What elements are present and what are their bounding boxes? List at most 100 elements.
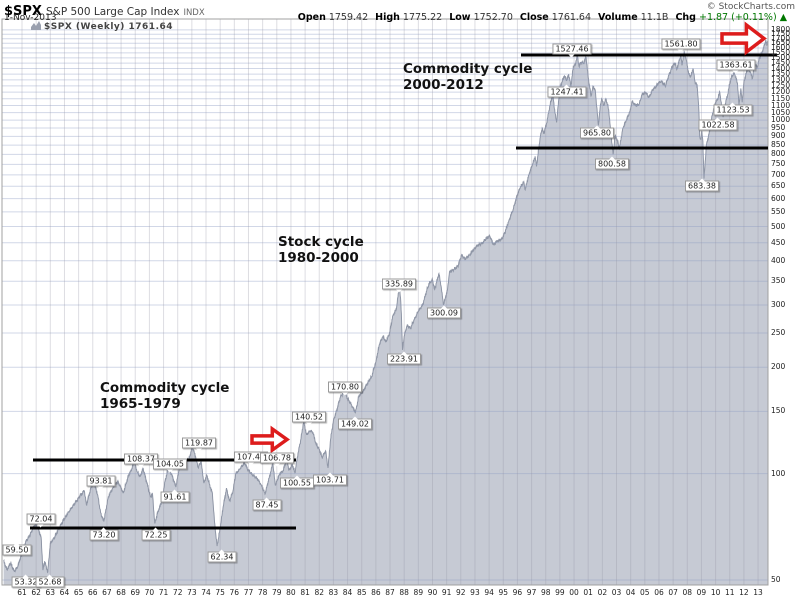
y-axis-label: 550 xyxy=(771,206,786,216)
x-axis-label: 90 xyxy=(427,588,438,597)
price-label: 683.38 xyxy=(685,178,719,192)
quote-field-label: Volume xyxy=(598,12,638,23)
y-axis-label: 800 xyxy=(771,149,786,159)
quote-field-label: Open xyxy=(297,12,326,23)
y-axis-label: 300 xyxy=(771,299,786,309)
y-axis-label: 1500 xyxy=(771,52,791,62)
x-axis-label: 79 xyxy=(272,588,282,597)
quote-field-value: +1.87 (+0.11%) ▲ xyxy=(698,12,787,23)
price-label: 103.71 xyxy=(313,472,347,486)
price-label: 1527.46 xyxy=(552,43,592,57)
area-fill xyxy=(3,33,769,585)
y-axis-label: 100 xyxy=(771,468,786,478)
x-axis-label: 82 xyxy=(314,588,325,597)
x-axis-label: 04 xyxy=(625,588,636,597)
y-axis-label: 1000 xyxy=(771,115,791,125)
y-axis-label: 900 xyxy=(771,131,786,141)
cycle-annotation-line: 1980-2000 xyxy=(278,250,359,266)
x-axis-label: 63 xyxy=(45,588,56,597)
price-label: 106.78 xyxy=(260,452,294,466)
y-axis-label: 950 xyxy=(771,123,786,133)
x-axis-label: 66 xyxy=(87,588,98,597)
x-axis-label: 94 xyxy=(484,588,494,597)
x-axis-label: 09 xyxy=(696,588,707,597)
price-label: 1022.58 xyxy=(698,117,738,131)
x-axis-label: 64 xyxy=(59,588,70,597)
y-axis-label: 1400 xyxy=(771,63,791,73)
y-axis-label: 1750 xyxy=(771,29,791,39)
x-axis-label: 89 xyxy=(413,588,424,597)
x-axis-label: 78 xyxy=(257,588,268,597)
y-axis-label: 1700 xyxy=(771,33,791,43)
price-label: 100.55 xyxy=(280,475,314,489)
x-axis-label: 80 xyxy=(286,588,296,597)
price-label: 72.25 xyxy=(141,527,171,541)
price-label: 300.09 xyxy=(427,305,461,319)
price-label: 73.20 xyxy=(89,527,119,541)
price-label: 1363.61 xyxy=(716,59,756,73)
symbol: $SPX xyxy=(4,4,42,19)
y-axis-label: 250 xyxy=(771,327,786,337)
x-axis-label: 61 xyxy=(17,588,27,597)
x-axis-label: 13 xyxy=(753,588,763,597)
x-axis-label: 69 xyxy=(130,588,141,597)
area-chart-icon xyxy=(31,21,41,30)
quote-field-label: Low xyxy=(449,12,471,23)
x-axis-label: 65 xyxy=(73,588,84,597)
price-label: 59.50 xyxy=(2,542,32,556)
price-label: 140.52 xyxy=(292,411,326,425)
x-axis-label: 03 xyxy=(611,588,622,597)
quote-field-value: 1761.64 xyxy=(551,12,592,23)
x-axis-label: 05 xyxy=(640,588,650,597)
x-axis-label: 12 xyxy=(739,588,749,597)
quote-line: Open 1759.42 High 1775.22 Low 1752.70 Close 176… xyxy=(298,12,794,23)
x-axis-label: 73 xyxy=(187,588,197,597)
price-label: 93.81 xyxy=(86,475,116,489)
x-axis-label: 75 xyxy=(215,588,225,597)
y-axis-label: 200 xyxy=(771,362,786,372)
y-axis-label: 50 xyxy=(771,575,781,584)
x-axis-label: 11 xyxy=(724,588,735,597)
price-label: 1123.53 xyxy=(713,102,753,116)
quote-field-label: Chg xyxy=(675,12,696,23)
x-axis-label: 10 xyxy=(710,588,721,597)
quote-field-value: 1759.42 xyxy=(328,12,369,23)
price-label: 1561.80 xyxy=(661,38,701,52)
cycle-annotation: Stock cycle 1980-2000 xyxy=(278,234,364,266)
y-axis-label: 1550 xyxy=(771,47,791,57)
x-axis-label: 91 xyxy=(441,588,452,597)
y-axis-label: 750 xyxy=(771,159,786,169)
chart-date: 1-Nov-2013 xyxy=(4,13,57,23)
x-axis-label: 83 xyxy=(328,588,339,597)
price-label: 149.02 xyxy=(338,416,372,430)
cycle-annotation: Commodity cycle 2000-2012 xyxy=(403,61,532,93)
x-axis-label: 70 xyxy=(144,588,155,597)
x-axis-label: 07 xyxy=(668,588,678,597)
y-axis-label: 700 xyxy=(771,169,786,179)
area-outline xyxy=(3,33,769,574)
y-axis-label: 1350 xyxy=(771,69,791,79)
quote-field-value: 1752.70 xyxy=(473,12,513,23)
y-axis-label: 600 xyxy=(771,193,786,203)
y-axis-label: 350 xyxy=(771,276,786,286)
x-axis-label: 96 xyxy=(512,588,523,597)
y-axis-label: 500 xyxy=(771,221,786,231)
cycle-annotation: Commodity cycle 1965-1979 xyxy=(100,380,229,412)
chart-title: $SPX S&P 500 Large Cap Index INDX xyxy=(4,0,205,19)
x-axis-label: 01 xyxy=(583,588,593,597)
x-axis-label: 86 xyxy=(371,588,381,597)
x-axis-label: 08 xyxy=(682,588,693,597)
x-axis-label: 71 xyxy=(158,588,169,597)
y-axis-label: 400 xyxy=(771,255,786,265)
exchange-tag: INDX xyxy=(183,8,205,18)
x-axis-label: 77 xyxy=(243,588,254,597)
y-axis-label: 1800 xyxy=(771,24,791,34)
price-label: 87.45 xyxy=(252,497,282,511)
x-axis-label: 98 xyxy=(540,588,551,597)
x-axis-label: 97 xyxy=(526,588,537,597)
y-axis-label: 1050 xyxy=(771,107,791,117)
y-axis-label: 1300 xyxy=(771,74,791,84)
quote-field-label: High xyxy=(375,12,400,23)
x-axis-label: 67 xyxy=(102,588,112,597)
